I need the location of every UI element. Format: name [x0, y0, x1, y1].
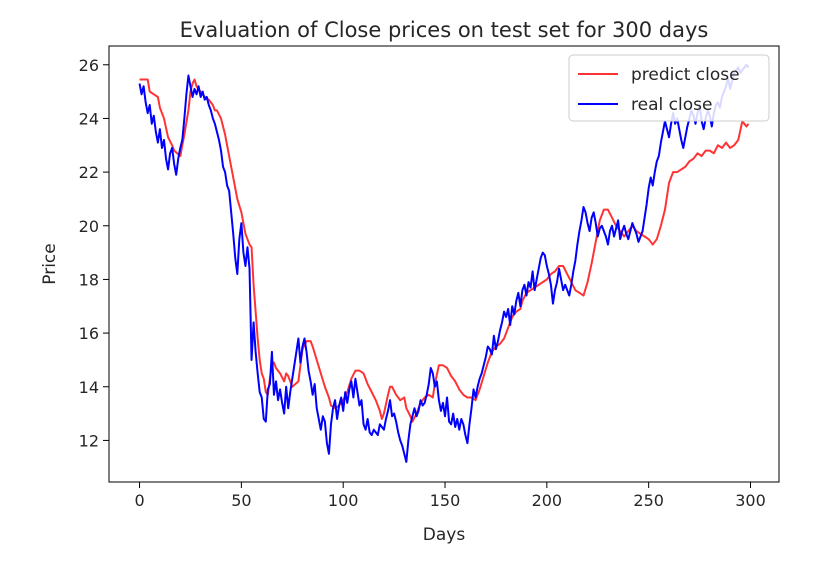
chart-title: Evaluation of Close prices on test set f… [180, 18, 709, 42]
plot-area [108, 45, 780, 483]
legend-box [568, 54, 770, 122]
y-axis: 12 14 16 18 20 22 24 26 [79, 56, 109, 450]
y-tick-label: 16 [79, 324, 99, 343]
y-axis-label: Price [40, 243, 60, 284]
x-axis: 0 50 100 150 200 250 300 [134, 482, 766, 510]
x-tick-label: 200 [532, 491, 563, 510]
x-tick-label: 150 [430, 491, 461, 510]
y-tick-label: 18 [79, 270, 99, 289]
legend-label-real-close: real close [631, 95, 712, 115]
y-tick-label: 26 [79, 56, 99, 75]
x-tick-label: 250 [633, 491, 664, 510]
x-tick-label: 0 [134, 491, 144, 510]
legend-label-predict-close: predict close [631, 65, 740, 85]
legend: predict close real close [568, 54, 770, 122]
y-tick-label: 14 [79, 378, 99, 397]
y-tick-label: 20 [79, 217, 99, 236]
y-tick-label: 24 [79, 109, 99, 128]
plot-frame [108, 45, 780, 483]
x-tick-label: 300 [735, 491, 766, 510]
y-tick-label: 22 [79, 163, 99, 182]
x-tick-label: 50 [231, 491, 251, 510]
series-line-predict-close [139, 78, 750, 423]
x-tick-label: 100 [328, 491, 359, 510]
series-line-real-close [138, 63, 750, 463]
y-tick-label: 12 [79, 431, 99, 450]
series-layer [138, 63, 750, 463]
x-axis-label: Days [423, 525, 466, 545]
